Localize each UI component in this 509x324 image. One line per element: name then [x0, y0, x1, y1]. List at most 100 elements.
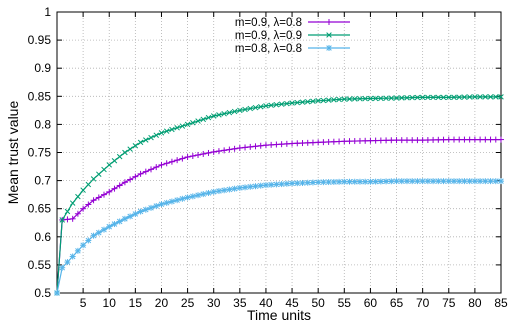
data-point	[498, 94, 504, 100]
data-point	[294, 180, 301, 187]
series-1	[54, 94, 504, 296]
data-point	[106, 223, 113, 230]
data-point	[95, 194, 102, 201]
data-point	[456, 178, 463, 185]
data-point	[101, 226, 108, 233]
data-point	[304, 139, 311, 146]
data-point	[137, 139, 144, 146]
data-point	[356, 137, 363, 144]
data-point	[252, 104, 259, 111]
x-tick-label: 15	[129, 296, 143, 310]
data-point	[341, 96, 348, 102]
data-point	[90, 176, 97, 182]
data-point	[96, 171, 102, 177]
data-point	[64, 216, 71, 223]
y-tick-label: 1	[44, 5, 51, 19]
data-point	[215, 148, 222, 155]
data-point	[148, 134, 154, 141]
data-point	[111, 221, 118, 228]
data-point	[487, 136, 494, 143]
data-point	[116, 218, 123, 225]
data-point	[315, 179, 322, 186]
data-point	[111, 185, 118, 192]
data-point	[273, 141, 280, 148]
data-point	[362, 137, 369, 144]
data-point	[471, 136, 478, 143]
data-point	[404, 95, 410, 101]
data-point	[132, 173, 139, 180]
data-point	[221, 187, 228, 194]
data-point	[294, 140, 301, 147]
data-point	[174, 157, 181, 164]
data-point	[346, 138, 353, 145]
data-point	[320, 139, 327, 146]
data-point	[262, 142, 269, 149]
data-point	[445, 178, 452, 185]
data-point	[132, 143, 139, 149]
data-point	[121, 215, 128, 222]
data-point	[116, 182, 123, 189]
series-2	[54, 178, 504, 296]
x-tick-label: 55	[338, 296, 352, 310]
data-point	[309, 139, 316, 146]
data-point	[189, 152, 196, 159]
data-point	[341, 138, 348, 145]
data-point	[440, 94, 447, 101]
data-point	[174, 197, 181, 204]
data-point	[367, 178, 374, 185]
data-point	[137, 170, 144, 177]
x-tick-label: 45	[285, 296, 299, 310]
data-point	[336, 96, 342, 103]
data-point	[242, 144, 249, 151]
data-point	[461, 94, 468, 100]
data-point	[153, 132, 160, 138]
data-point	[383, 137, 390, 144]
data-point	[200, 116, 207, 123]
data-point	[59, 217, 65, 223]
data-point	[409, 94, 415, 101]
data-point	[168, 158, 175, 165]
data-point	[127, 176, 134, 183]
data-point	[221, 110, 227, 117]
data-point	[278, 101, 285, 107]
y-axis-label: Mean trust value	[5, 101, 21, 205]
data-point	[377, 178, 384, 185]
data-point	[74, 210, 81, 217]
data-point	[461, 178, 468, 185]
data-point	[268, 102, 274, 109]
data-point	[252, 143, 259, 150]
data-point	[320, 97, 327, 104]
data-point	[299, 179, 306, 186]
data-point	[283, 140, 290, 147]
data-point	[362, 95, 368, 102]
data-point	[378, 95, 384, 102]
data-point	[435, 136, 442, 143]
x-axis-label: Time units	[247, 307, 311, 323]
data-point	[231, 108, 238, 115]
data-point	[184, 194, 191, 201]
axis-ticks: 5 10 15 20 25 30 35 40 45 50 55 60 65 70 75 80 85 0.5 0.55…	[28, 5, 508, 310]
data-point	[325, 138, 332, 145]
data-point	[283, 180, 290, 187]
legend-label: m=0.8, λ=0.8	[235, 43, 302, 55]
data-point	[184, 121, 191, 128]
data-point	[195, 118, 201, 124]
data-point	[430, 94, 436, 101]
data-point	[59, 264, 66, 271]
data-point	[466, 178, 473, 185]
x-tick-label: 10	[103, 296, 117, 310]
data-point	[471, 178, 478, 185]
series-0	[54, 136, 504, 296]
data-point	[200, 150, 207, 157]
data-point	[372, 95, 379, 102]
x-tick-label: 50	[311, 296, 325, 310]
legend-entry: m=0.8, λ=0.8	[235, 43, 350, 55]
data-point	[450, 178, 457, 185]
x-tick-label: 60	[364, 296, 378, 310]
data-point	[116, 153, 123, 160]
data-point	[247, 143, 254, 150]
data-point	[482, 136, 489, 143]
data-point	[419, 137, 426, 144]
data-point	[498, 136, 504, 143]
